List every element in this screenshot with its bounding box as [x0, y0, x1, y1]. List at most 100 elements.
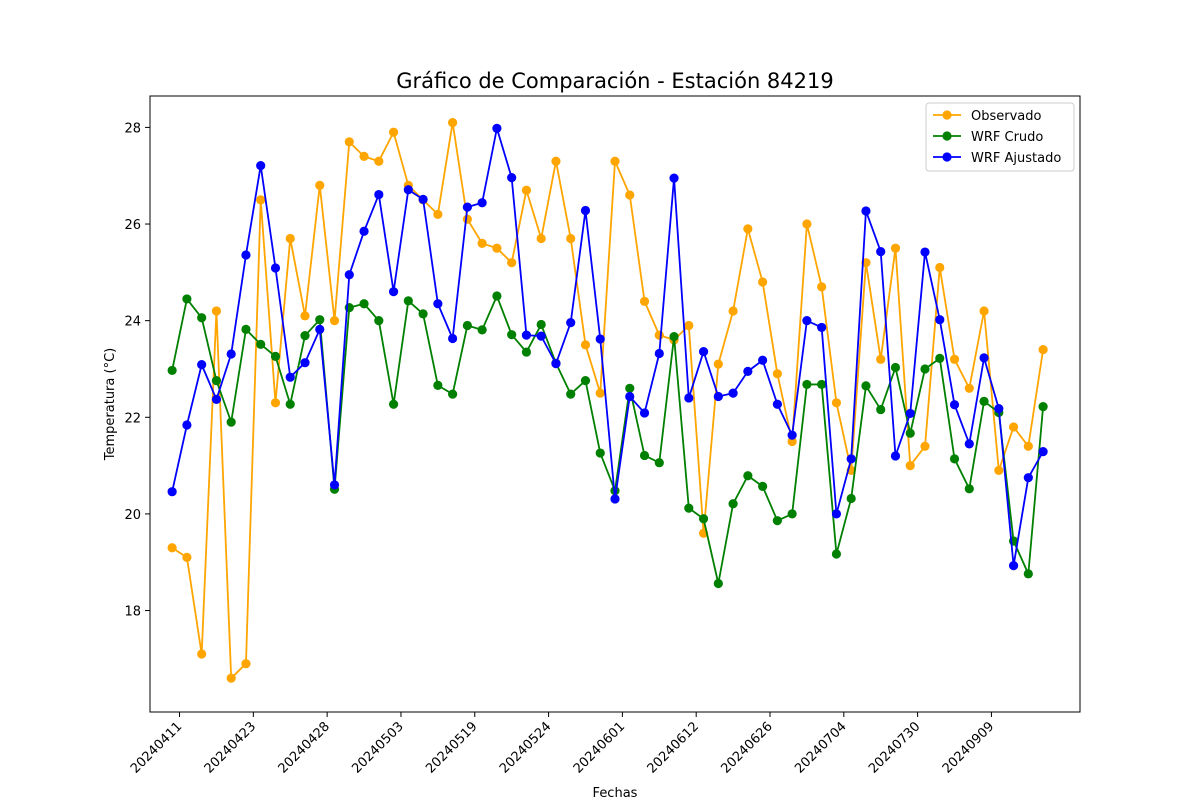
data-point	[639, 408, 650, 418]
data-point	[270, 398, 281, 408]
data-point	[226, 673, 236, 683]
data-point	[167, 365, 177, 376]
data-point	[1038, 402, 1048, 412]
data-point	[802, 379, 812, 390]
data-point	[669, 173, 679, 183]
data-point	[831, 398, 842, 408]
y-tick-label: 26	[124, 218, 141, 233]
data-point	[610, 156, 620, 166]
data-point	[374, 156, 384, 166]
data-point	[462, 202, 472, 212]
series-2	[167, 123, 1048, 571]
legend-marker	[942, 131, 952, 141]
x-tick-label: 20240519	[423, 719, 480, 776]
data-point	[905, 408, 915, 419]
x-axis-label: Fechas	[593, 786, 638, 800]
data-point	[344, 270, 354, 280]
data-point	[418, 194, 428, 204]
data-point	[935, 315, 945, 325]
data-point	[507, 173, 517, 183]
data-point	[226, 417, 236, 427]
data-point	[949, 400, 960, 410]
chart-title: Gráfico de Comparación - Estación 84219	[396, 69, 833, 93]
data-point	[654, 348, 664, 359]
data-point	[979, 396, 989, 406]
data-point	[817, 322, 827, 333]
data-point	[241, 659, 251, 669]
data-point	[920, 247, 930, 257]
data-point	[285, 372, 295, 382]
data-point	[329, 316, 340, 326]
x-tick-label: 20240704	[792, 719, 849, 776]
data-point	[580, 205, 591, 216]
x-tick-label: 20240601	[571, 719, 628, 776]
data-point	[551, 156, 561, 166]
data-point	[448, 389, 458, 399]
data-point	[374, 316, 384, 326]
legend-marker	[942, 110, 952, 120]
y-tick-label: 24	[124, 315, 141, 330]
data-point	[654, 458, 664, 468]
data-point	[979, 306, 989, 316]
data-point	[890, 451, 901, 461]
data-point	[890, 243, 901, 253]
data-point	[610, 494, 620, 504]
data-point	[949, 454, 960, 464]
data-point	[669, 332, 679, 342]
x-tick-label: 20240909	[940, 719, 997, 776]
data-point	[831, 549, 842, 559]
data-point	[905, 428, 915, 438]
data-point	[802, 316, 812, 326]
data-point	[477, 325, 487, 335]
data-point	[625, 190, 635, 200]
legend: Observado WRF Crudo WRF Ajustado	[925, 102, 1075, 172]
data-point	[388, 399, 399, 409]
data-point	[935, 353, 945, 363]
data-point	[315, 324, 325, 334]
data-point	[949, 354, 960, 364]
data-point	[403, 296, 413, 306]
data-point	[758, 481, 768, 491]
data-point	[462, 214, 472, 224]
data-point	[684, 503, 694, 513]
data-point	[197, 313, 207, 323]
data-point	[964, 484, 974, 494]
data-point	[802, 219, 812, 229]
data-point	[241, 324, 251, 334]
data-point	[403, 185, 413, 195]
data-point	[861, 206, 871, 216]
data-point	[359, 151, 369, 161]
data-point	[817, 379, 827, 390]
data-point	[1008, 561, 1019, 571]
data-point	[743, 366, 753, 376]
data-point	[300, 331, 310, 341]
data-point	[713, 578, 723, 589]
data-point	[270, 351, 281, 362]
data-point	[1008, 422, 1019, 432]
data-point	[1023, 473, 1033, 483]
data-point	[285, 233, 295, 244]
x-tick-label: 20240626	[718, 719, 775, 776]
legend-entry: Observado	[933, 109, 1042, 124]
data-point	[211, 394, 222, 405]
legend-label: Observado	[971, 109, 1042, 124]
data-point	[477, 238, 487, 248]
data-point	[448, 117, 458, 128]
data-point	[536, 233, 546, 244]
data-point	[551, 359, 561, 369]
data-point	[758, 277, 768, 287]
data-point	[876, 246, 886, 257]
series-layer	[167, 117, 1048, 683]
data-point	[182, 294, 192, 304]
x-tick-label: 20240730	[866, 719, 923, 776]
data-point	[964, 439, 974, 449]
data-point	[241, 250, 251, 260]
data-point	[521, 185, 532, 195]
data-point	[758, 355, 768, 365]
data-point	[846, 454, 856, 464]
data-point	[374, 189, 384, 200]
data-point	[167, 543, 177, 553]
data-point	[388, 127, 399, 137]
y-tick-label: 18	[124, 605, 141, 620]
data-point	[920, 364, 930, 374]
